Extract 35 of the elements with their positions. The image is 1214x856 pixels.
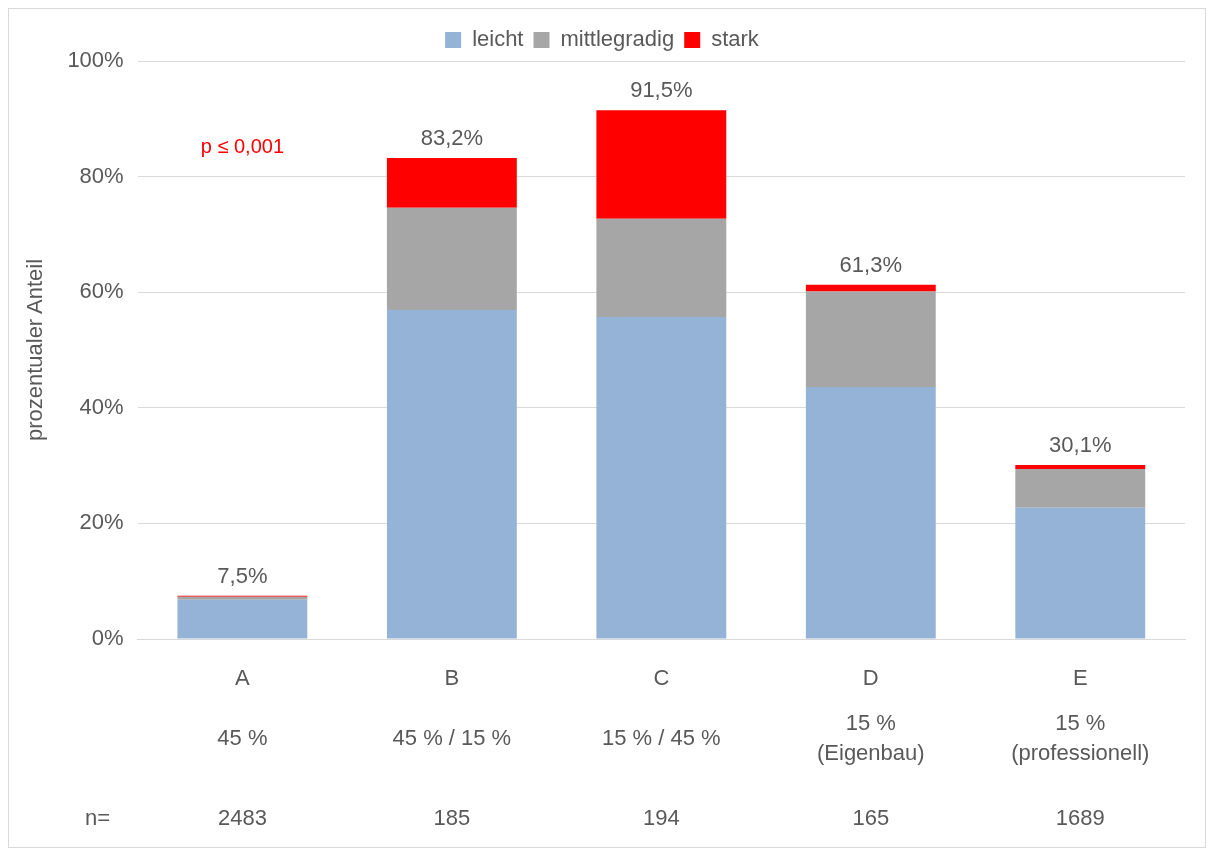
bar: [1015, 469, 1146, 508]
bar: [386, 158, 517, 208]
bar: [177, 599, 308, 639]
total-label: 30,1%: [1049, 432, 1112, 458]
category-label: A 45 % 2483: [217, 665, 268, 831]
bar: [805, 284, 936, 292]
bar: [805, 386, 936, 639]
y-tick-label: 0%: [91, 625, 124, 651]
text: n=: [85, 805, 111, 831]
y-tick-label: 20%: [79, 509, 124, 535]
bar: [386, 310, 517, 639]
total-label: 91,5%: [630, 77, 693, 103]
bar: [386, 207, 517, 311]
y-axis-title: prozentualer Anteil: [22, 258, 48, 442]
y-tick-label: 100%: [67, 47, 124, 73]
bar: [596, 218, 727, 318]
bar: [1015, 465, 1146, 470]
bar: [596, 110, 727, 219]
category-label: B 45 % / 15 % 185: [392, 665, 512, 831]
category-label: D 15 % (Eigenbau) 165: [816, 665, 925, 831]
total-label: 83,2%: [420, 125, 484, 151]
category-label: E 15 % (professionell) 1689: [1011, 665, 1150, 831]
total-label: 7,5%: [217, 562, 268, 588]
bar: [1015, 507, 1146, 639]
y-tick-label: 80%: [79, 162, 124, 188]
annotation: p ≤ 0,001: [200, 135, 285, 158]
legend-label: mittlegradig: [560, 26, 675, 52]
total-label: 61,3%: [839, 251, 902, 277]
y-tick-label: 40%: [79, 393, 124, 419]
bar: [805, 291, 936, 387]
category-label: C 15 % / 45 % 194: [602, 665, 721, 831]
legend-label: stark: [711, 26, 760, 52]
bar: [596, 317, 727, 639]
legend-label: leicht: [472, 26, 524, 52]
y-tick-label: 60%: [79, 278, 124, 304]
